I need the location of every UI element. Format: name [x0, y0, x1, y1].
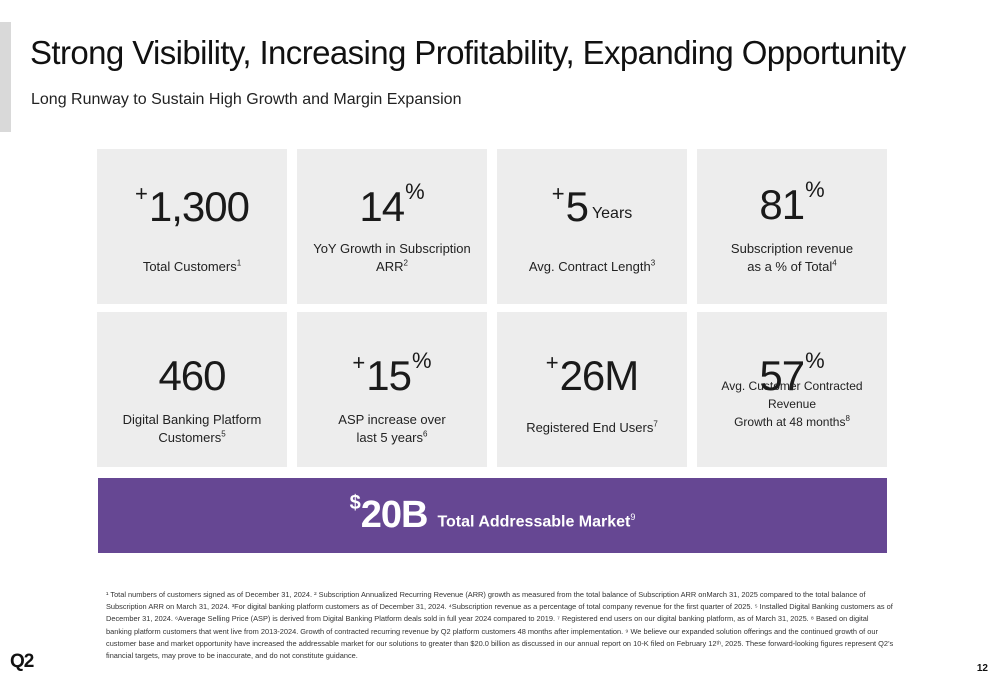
metric-number: 14 [359, 183, 405, 230]
metric-value: + 15 % [297, 348, 487, 398]
footnote-ref: 1 [236, 258, 242, 268]
percent-sign: % [805, 348, 825, 373]
label-line: Total Customers [142, 259, 237, 274]
footnote-ref: 6 [423, 429, 428, 439]
label-line: Registered End Users [526, 420, 654, 435]
metrics-grid: + 1,300 Total Customers1 14 % YoY Growth… [97, 149, 887, 467]
plus-sign: + [352, 350, 366, 375]
tam-amount: 20B [360, 494, 429, 536]
metric-value: + 1,300 [97, 179, 287, 229]
metric-number: 460 [158, 352, 226, 399]
metric-number: 5 [565, 183, 589, 230]
footnote-ref: 8 [845, 414, 850, 423]
plus-sign: + [551, 181, 565, 206]
footnotes: ¹ Total numbers of customers signed as o… [106, 589, 896, 662]
metric-value: 57 % [697, 348, 887, 398]
label-line: Customers [158, 430, 222, 445]
label-line: Avg. Customer Contracted Revenue [721, 379, 863, 411]
metric-card-total-customers: + 1,300 Total Customers1 [97, 149, 287, 304]
metric-card-contracted-revenue-growth: 57 % Avg. Customer Contracted Revenue Gr… [697, 312, 887, 467]
label-line: Growth at 48 months [734, 415, 846, 429]
metric-card-asp-increase: + 15 % ASP increase over last 5 years6 [297, 312, 487, 467]
label-line: Avg. Contract Length [528, 259, 651, 274]
percent-sign: % [412, 348, 432, 373]
page-title: Strong Visibility, Increasing Profitabil… [30, 34, 906, 71]
page-number: 12 [976, 663, 988, 674]
metric-label: YoY Growth in Subscription ARR2 [303, 240, 481, 276]
metric-label: ASP increase over last 5 years6 [303, 411, 481, 447]
footnotes-text: ¹ Total numbers of customers signed as o… [106, 590, 894, 661]
metric-label: Total Customers1 [103, 258, 281, 276]
metric-number: 26M [559, 352, 640, 399]
tam-label: Total Addressable Market9 [437, 512, 635, 531]
q2-logo: Q2 [10, 651, 34, 672]
metric-card-subscription-revenue-share: 81 % Subscription revenue as a % of Tota… [697, 149, 887, 304]
metric-card-registered-end-users: + 26M Registered End Users7 [497, 312, 687, 467]
label-line: last 5 years [356, 430, 424, 445]
label-line: ASP increase over [338, 412, 446, 427]
metric-card-digital-banking-customers: 460 Digital Banking Platform Customers5 [97, 312, 287, 467]
metric-value: 460 [97, 348, 287, 398]
metric-label: Registered End Users7 [503, 419, 681, 437]
label-line: Digital Banking Platform [122, 412, 262, 427]
total-addressable-market-banner: $ 20B Total Addressable Market9 [98, 478, 887, 553]
metric-number: 57 [759, 352, 805, 399]
dollar-sign: $ [349, 492, 361, 514]
footnote-ref: 4 [832, 258, 837, 268]
metric-value: 81 % [697, 177, 887, 227]
plus-sign: + [135, 181, 148, 206]
metric-label: Digital Banking Platform Customers5 [103, 411, 281, 447]
label-line: YoY Growth in Subscription ARR [313, 241, 471, 274]
footnote-ref: 2 [403, 258, 408, 268]
page-subtitle: Long Runway to Sustain High Growth and M… [31, 91, 462, 108]
side-accent-bar [0, 22, 11, 132]
footnote-ref: 9 [630, 511, 636, 522]
metric-label: Subscription revenue as a % of Total4 [703, 240, 881, 276]
metric-card-subscription-arr-growth: 14 % YoY Growth in Subscription ARR2 [297, 149, 487, 304]
metric-value: + 26M [497, 348, 687, 398]
footnote-ref: 5 [221, 429, 226, 439]
percent-sign: % [405, 179, 425, 204]
footnote-ref: 3 [650, 258, 656, 268]
percent-sign: % [805, 177, 825, 202]
metric-number: 15 [366, 352, 412, 399]
metric-label: Avg. Customer Contracted Revenue Growth … [703, 377, 881, 431]
metric-value: 14 % [297, 179, 487, 229]
label-line: as a % of Total [747, 259, 833, 274]
plus-sign: + [545, 350, 559, 375]
metric-card-contract-length: + 5 Years Avg. Contract Length3 [497, 149, 687, 304]
metric-label: Avg. Contract Length3 [503, 258, 681, 276]
tam-label-text: Total Addressable Market [437, 513, 631, 531]
metric-number: 81 [759, 181, 805, 228]
label-line: Subscription revenue [730, 241, 854, 256]
metric-value: + 5 Years [497, 179, 687, 229]
footnote-ref: 7 [653, 419, 658, 429]
metric-unit: Years [591, 205, 633, 222]
metric-number: 1,300 [148, 183, 250, 230]
